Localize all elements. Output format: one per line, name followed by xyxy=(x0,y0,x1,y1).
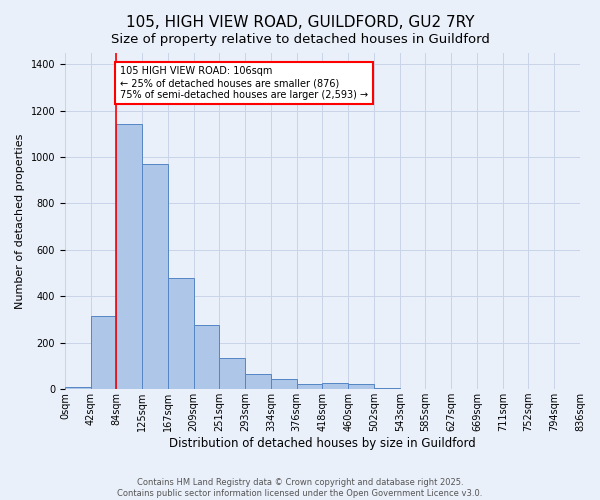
Text: Contains HM Land Registry data © Crown copyright and database right 2025.
Contai: Contains HM Land Registry data © Crown c… xyxy=(118,478,482,498)
Bar xyxy=(168,278,194,389)
Bar xyxy=(116,124,142,389)
Text: Size of property relative to detached houses in Guildford: Size of property relative to detached ho… xyxy=(110,32,490,46)
Bar xyxy=(245,374,271,389)
Y-axis label: Number of detached properties: Number of detached properties xyxy=(15,133,25,308)
Bar xyxy=(348,384,374,389)
Bar xyxy=(322,383,348,389)
Bar xyxy=(194,324,220,389)
Bar xyxy=(271,379,296,389)
Text: 105 HIGH VIEW ROAD: 106sqm
← 25% of detached houses are smaller (876)
75% of sem: 105 HIGH VIEW ROAD: 106sqm ← 25% of deta… xyxy=(120,66,368,100)
Bar xyxy=(91,316,116,389)
Bar xyxy=(374,388,400,389)
Bar xyxy=(220,358,245,389)
Text: 105, HIGH VIEW ROAD, GUILDFORD, GU2 7RY: 105, HIGH VIEW ROAD, GUILDFORD, GU2 7RY xyxy=(126,15,474,30)
Bar xyxy=(65,387,91,389)
Bar xyxy=(142,164,168,389)
Bar xyxy=(296,384,322,389)
X-axis label: Distribution of detached houses by size in Guildford: Distribution of detached houses by size … xyxy=(169,437,476,450)
